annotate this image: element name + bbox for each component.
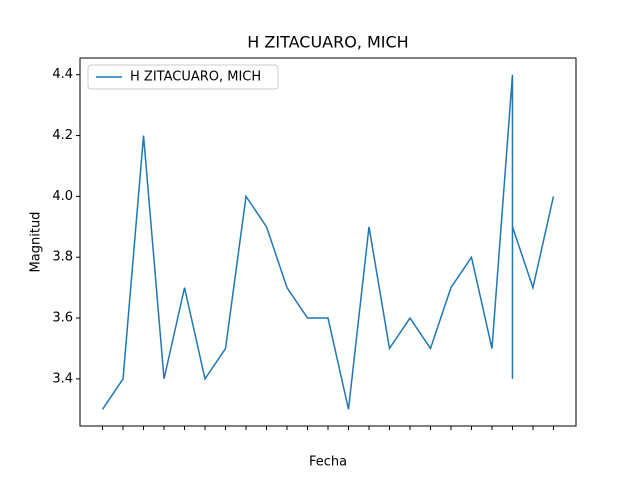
- y-tick-label: 3.4: [52, 371, 73, 386]
- chart-title: H ZITACUARO, MICH: [247, 33, 408, 52]
- y-tick-label: 4.4: [52, 67, 73, 82]
- y-tick-label: 4.0: [52, 189, 73, 204]
- line: [101, 74, 555, 410]
- y-axis-label: Magnitud: [29, 212, 44, 273]
- y-tick-label: 4.2: [52, 128, 73, 143]
- plot-frame: [79, 57, 577, 427]
- y-tick-label: 3.6: [52, 311, 73, 326]
- legend-label: H ZITACUARO, MICH: [130, 70, 261, 85]
- legend-box: [87, 64, 279, 90]
- x-axis-label: Fecha: [309, 455, 347, 470]
- y-tick-label: 3.8: [52, 250, 73, 265]
